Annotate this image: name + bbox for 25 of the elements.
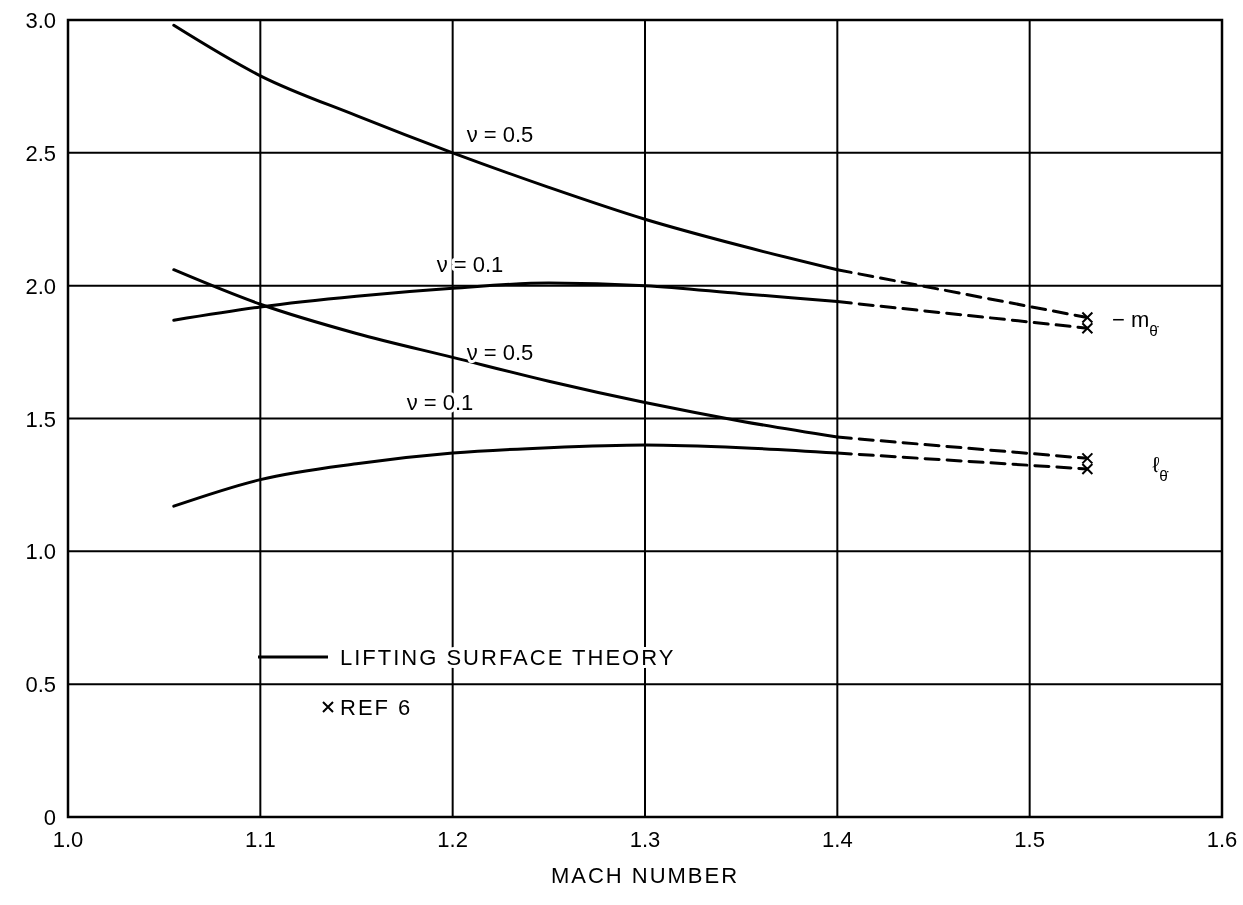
y-tick-label: 1.0 bbox=[25, 539, 56, 565]
y-tick-label: 0 bbox=[43, 805, 56, 830]
x-axis-title: MACH NUMBER bbox=[550, 863, 740, 888]
annotation: ν = 0.5 bbox=[466, 340, 534, 365]
x-tick-label: 1.2 bbox=[437, 827, 468, 852]
x-tick-label: 1.6 bbox=[1206, 827, 1238, 852]
annotation: ν = 0.1 bbox=[436, 252, 504, 277]
annotation: − m$_{θ̇}$ bbox=[1112, 307, 1159, 339]
x-tick-label: 1.4 bbox=[822, 827, 853, 852]
y-tick-label: 0.5 bbox=[25, 672, 56, 698]
point bbox=[1081, 322, 1094, 335]
x-tick-label: 1.1 bbox=[245, 827, 276, 852]
annotation: ν = 0.5 bbox=[466, 122, 534, 147]
y-tick-label: 1.5 bbox=[25, 406, 56, 432]
y-tick-label: 2.0 bbox=[25, 273, 56, 299]
x-tick-label: 1.5 bbox=[1014, 827, 1045, 852]
point bbox=[1081, 452, 1094, 465]
x-tick-label: 1.0 bbox=[52, 827, 84, 852]
point bbox=[1081, 462, 1094, 475]
y-tick-label: 2.5 bbox=[25, 140, 56, 166]
annotation: ℓ$_{θ̇}$ bbox=[1152, 452, 1169, 484]
x-tick-label: 1.3 bbox=[629, 827, 661, 852]
legend-label: REF 6 bbox=[340, 695, 413, 720]
y-tick-label: 3.0 bbox=[25, 8, 56, 33]
point bbox=[1081, 311, 1094, 324]
